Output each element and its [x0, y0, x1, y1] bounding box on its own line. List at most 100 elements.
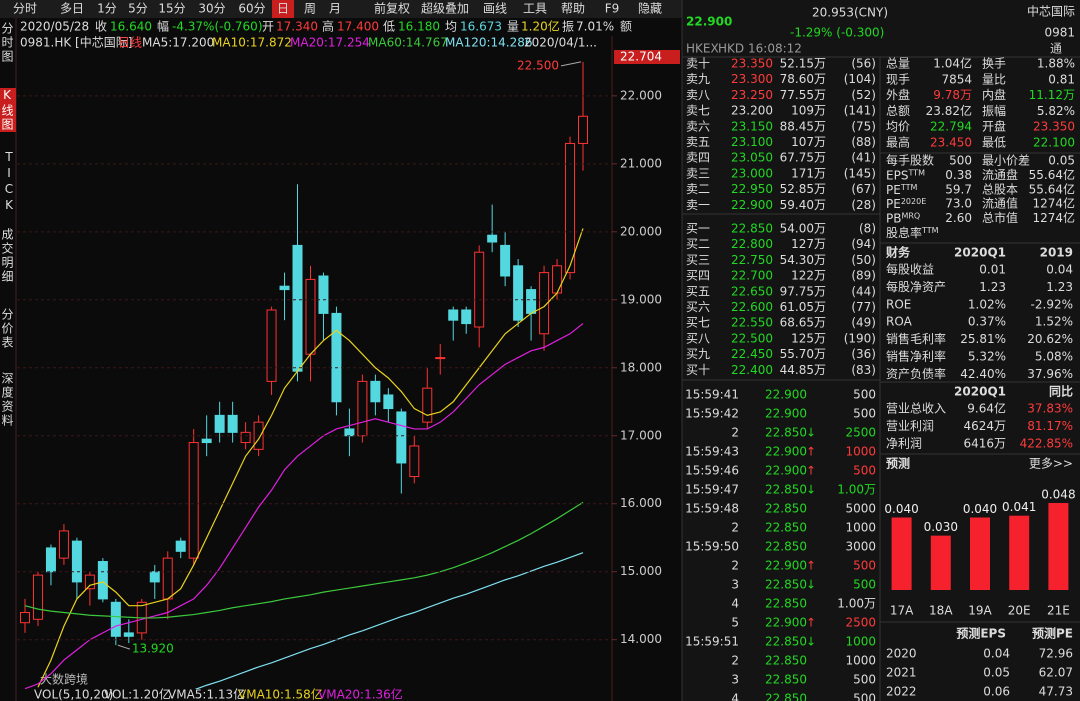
trade-volume: 1.00万 — [837, 597, 876, 611]
toolbar-button[interactable]: 前复权 — [374, 1, 410, 16]
toolbar-button[interactable]: 周 — [304, 2, 316, 16]
candle-body — [32, 574, 43, 620]
axis-top-label: 22.704 — [620, 50, 662, 64]
stat-label: 总量 — [886, 57, 910, 71]
candle-body — [448, 309, 459, 321]
level-label: 买一 — [686, 222, 710, 236]
stat-label: 最低 — [982, 136, 1006, 150]
stat-value: 0.38 — [945, 168, 972, 182]
stat-label: 股息率TTM — [886, 225, 939, 240]
toolbar-button[interactable]: 15分 — [158, 2, 185, 16]
candle-body — [357, 380, 368, 437]
trade-price: 22.850 — [765, 502, 807, 516]
candle-body — [396, 411, 407, 464]
value-label: 0.041 — [1002, 500, 1036, 514]
candle-body — [45, 547, 56, 573]
toolbar-button[interactable]: 分时 — [13, 2, 37, 16]
level-label: 买三 — [686, 253, 710, 267]
volume-legend: VMA10:1.58亿 — [238, 687, 323, 701]
candle-body — [344, 428, 355, 437]
ma-legend: MA60:14.767 — [368, 36, 448, 50]
level-volume: 44.85万 — [780, 363, 826, 377]
bar — [930, 535, 951, 590]
info-item: 收 — [95, 20, 107, 34]
level-volume: 127万 — [791, 237, 826, 251]
candle-body — [474, 251, 485, 328]
toolbar-button[interactable]: 5分 — [128, 2, 148, 16]
side-tab[interactable]: TICK — [2, 150, 16, 214]
top-price-box — [614, 50, 680, 64]
level-volume: 54.00万 — [780, 222, 826, 236]
trade-volume: 1000 — [845, 521, 876, 535]
trade-arrow: ↓ — [806, 635, 816, 649]
time: 16:08:12 — [748, 42, 802, 56]
level-count: (141) — [844, 104, 876, 118]
finance-label: 资产负债率 — [886, 366, 946, 381]
trade-price: 22.850 — [765, 521, 807, 535]
growth-value: 9.64亿 — [967, 401, 1006, 416]
level-volume: 122万 — [791, 269, 826, 283]
value-label: 0.030 — [924, 520, 958, 534]
stat-value: 55.64亿 — [1029, 181, 1075, 196]
candle-body — [58, 530, 69, 559]
label-main: PB — [886, 211, 901, 225]
watermark: 大数跨境 — [40, 672, 88, 687]
trade-arrow: ↓ — [806, 483, 816, 497]
trade-time: 2 — [731, 521, 739, 535]
finance-value: 1.23 — [1046, 280, 1073, 294]
stat-value: 73.0 — [945, 197, 972, 211]
column-header: 预测EPS — [956, 626, 1006, 641]
toolbar-button[interactable]: 60分 — [238, 2, 265, 16]
finance-value: 5.32% — [968, 350, 1006, 364]
stat-value: 5.82% — [1037, 104, 1075, 118]
candle-body — [110, 601, 121, 637]
side-tab[interactable]: 成交明细 — [0, 228, 14, 284]
toolbar-button[interactable]: 30分 — [198, 2, 225, 16]
toolbar-button[interactable]: 月 — [329, 2, 341, 16]
side-tab[interactable]: 分时图 — [0, 22, 14, 64]
more-link[interactable]: 更多>> — [1029, 457, 1073, 471]
trade-price: 22.900 — [765, 445, 807, 459]
ma-legend: 2020/04/1... — [524, 36, 597, 50]
level-count: (88) — [851, 135, 876, 149]
level-volume: 59.40万 — [780, 198, 826, 212]
level-price: 22.850 — [731, 222, 773, 236]
info-item: 幅 — [157, 19, 169, 34]
stat-value: 23.450 — [930, 136, 972, 150]
side-tab[interactable]: 分价表 — [0, 308, 14, 350]
level-label: 买六 — [686, 300, 710, 314]
side-tab[interactable]: 深度资料 — [0, 372, 14, 428]
level-count: (56) — [851, 57, 876, 71]
trade-time: 2 — [731, 654, 739, 668]
info-item: 17.340 — [276, 20, 318, 34]
finance-value: 0.37% — [968, 315, 1006, 329]
finance-value: 42.40% — [960, 367, 1006, 381]
candle-body — [565, 142, 576, 274]
level-count: (44) — [851, 284, 876, 298]
trade-arrow: ↑ — [806, 559, 816, 573]
stat-value: 22.100 — [1033, 136, 1075, 150]
ma-legend: MA20:17.254 — [290, 36, 370, 50]
toolbar-button[interactable]: 1分 — [97, 2, 117, 16]
candle-body — [305, 278, 316, 355]
toolbar-button[interactable]: 日 — [277, 2, 289, 16]
level-count: (36) — [851, 347, 876, 361]
candle-body — [279, 285, 290, 291]
toolbar-button[interactable]: 隐藏 — [638, 2, 662, 16]
level-volume: 68.65万 — [780, 316, 826, 330]
toolbar-button[interactable]: 多日 — [60, 2, 84, 16]
side-tab[interactable]: K线图 — [0, 88, 16, 132]
info-item: 17.400 — [337, 20, 379, 34]
toolbar-button[interactable]: 工具 — [523, 2, 547, 16]
info-item: 16.673 — [460, 20, 502, 34]
toolbar-button[interactable]: 帮助 — [561, 2, 585, 16]
candle-body — [578, 115, 588, 144]
toolbar-button[interactable]: 画线 — [483, 2, 507, 16]
stat-value: 23.82亿 — [926, 103, 972, 118]
toolbar-button[interactable]: 超级叠加 — [421, 1, 469, 16]
label-main: PE — [886, 197, 901, 211]
toolbar-button[interactable]: F9 — [605, 2, 620, 16]
cny-price: 20.953(CNY) — [812, 6, 888, 20]
growth-value: 81.17% — [1027, 419, 1073, 433]
y-tick-label: 17.000 — [620, 428, 662, 442]
